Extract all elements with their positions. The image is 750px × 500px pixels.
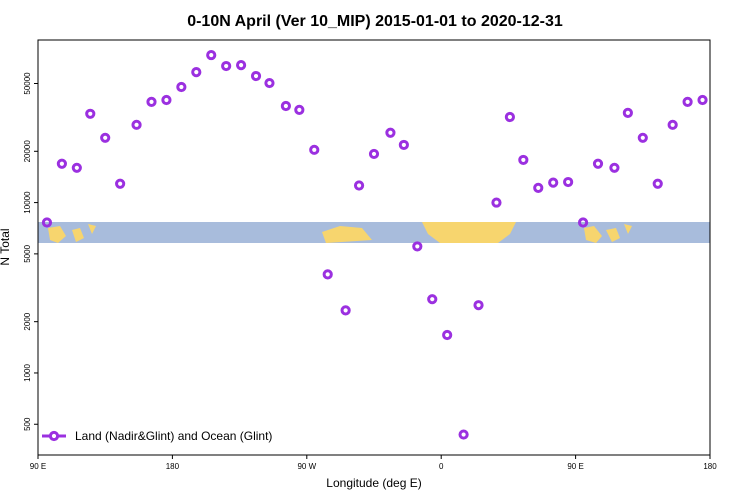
y-tick-label: 500 — [23, 417, 32, 431]
point — [264, 77, 275, 89]
point — [491, 197, 502, 208]
point — [592, 158, 604, 169]
point — [577, 217, 589, 228]
y-tick-label: 10000 — [23, 191, 32, 214]
point — [458, 429, 469, 440]
point — [235, 60, 247, 71]
point — [385, 127, 396, 138]
point — [85, 108, 96, 119]
y-tick-label: 20000 — [23, 140, 32, 163]
point — [146, 96, 157, 107]
point — [353, 180, 365, 191]
point — [427, 294, 438, 305]
y-tick-label: 1000 — [23, 364, 32, 382]
point — [533, 182, 544, 193]
point — [412, 241, 423, 252]
point — [398, 139, 409, 151]
point — [682, 96, 693, 107]
point — [100, 132, 111, 143]
point — [176, 81, 187, 93]
point — [637, 132, 648, 143]
point — [322, 269, 333, 280]
x-tick-label: 90 E — [567, 462, 583, 471]
point — [548, 177, 559, 188]
point — [115, 178, 126, 189]
point — [41, 217, 53, 228]
point — [609, 162, 620, 173]
point — [368, 148, 380, 160]
point — [697, 94, 708, 106]
point — [622, 107, 633, 119]
point — [71, 162, 82, 173]
point — [442, 329, 453, 341]
point — [206, 49, 217, 61]
point — [518, 154, 529, 166]
point — [221, 60, 232, 72]
point — [250, 70, 262, 82]
point — [340, 305, 351, 316]
y-tick-label: 5000 — [23, 244, 32, 262]
chart-title: 0-10N April (Ver 10_MIP) 2015-01-01 to 2… — [187, 13, 563, 30]
point — [161, 94, 172, 106]
y-tick-label: 2000 — [23, 312, 32, 330]
point — [563, 176, 574, 188]
point — [309, 144, 320, 155]
legend-label: Land (Nadir&Glint) and Ocean (Glint) — [75, 429, 272, 443]
y-tick-label: 50000 — [23, 72, 32, 95]
y-axis-label: N Total — [0, 228, 12, 265]
x-tick-label: 180 — [166, 462, 180, 471]
point — [294, 104, 305, 115]
legend-marker — [48, 430, 60, 442]
point — [56, 158, 67, 169]
point — [504, 111, 515, 123]
point — [473, 300, 484, 311]
x-tick-label: 90 E — [30, 462, 46, 471]
x-tick-label: 90 W — [297, 462, 316, 471]
point — [191, 67, 202, 78]
point — [131, 119, 142, 130]
x-tick-label: 0 — [439, 462, 444, 471]
point — [652, 178, 663, 189]
map-band — [38, 222, 710, 243]
point — [280, 100, 291, 112]
plot-frame — [37, 39, 711, 456]
x-axis-label: Longitude (deg E) — [326, 476, 421, 490]
x-tick-label: 180 — [703, 462, 717, 471]
point — [667, 119, 678, 130]
